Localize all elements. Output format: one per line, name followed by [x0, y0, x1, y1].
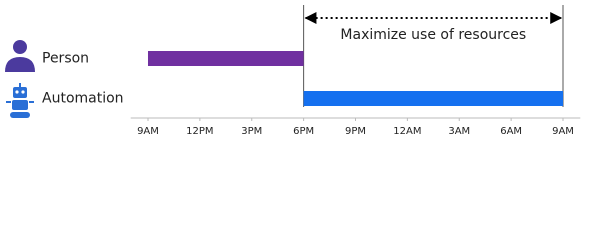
category-label: Automation [42, 91, 124, 107]
x-tick-label: 6PM [293, 126, 314, 137]
x-tick-label: 9PM [345, 126, 366, 137]
x-tick-label: 6AM [500, 126, 522, 137]
page: 9AM 12PM 3PM 6PM 9PM 12AM 3AM 6AM 9AM Maximize us… [5, 5, 581, 137]
bar [147, 51, 304, 66]
x-tick-label: 9AM [552, 126, 574, 137]
annotation-text: Maximize use of resources [340, 27, 526, 43]
x-tick-label: 3PM [241, 126, 262, 137]
category-label: Person [42, 51, 89, 67]
robot-icon [6, 83, 34, 118]
chart: 9AM 12PM 3PM 6PM 9PM 12AM 3AM 6AM 9AM Maximize us… [5, 5, 581, 137]
x-tick-label: 9AM [137, 126, 159, 137]
bar [303, 91, 564, 106]
x-tick-label: 12AM [393, 126, 421, 137]
x-tick-label: 3AM [448, 126, 470, 137]
x-tick-label: 12PM [186, 126, 213, 137]
person-icon [5, 40, 35, 72]
